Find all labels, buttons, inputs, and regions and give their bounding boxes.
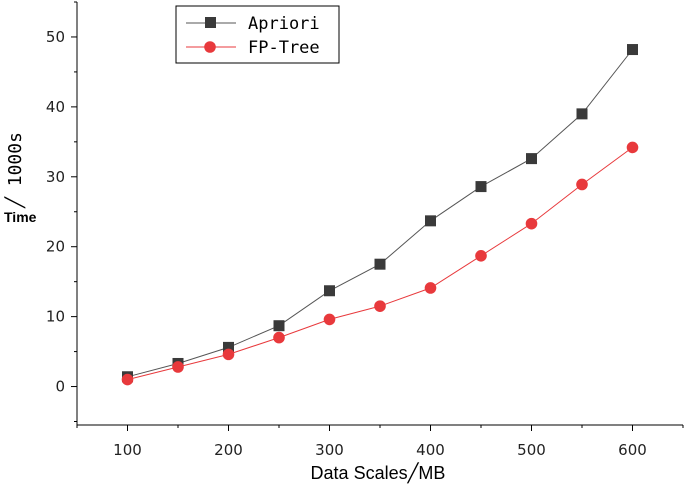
data-point — [627, 44, 638, 56]
legend: Apriori FP-Tree — [175, 5, 340, 64]
legend-label-fptree: FP-Tree — [248, 38, 320, 58]
x-tick-label: 600 — [618, 441, 647, 459]
x-tick-label: 500 — [517, 441, 546, 459]
y-tick-label: 40 — [46, 98, 65, 116]
data-point — [424, 282, 437, 294]
x-axis-title: Data Scales╱MB — [311, 462, 446, 484]
series-layer — [121, 44, 639, 386]
data-point — [223, 341, 234, 353]
data-point — [121, 373, 134, 386]
legend-box — [175, 5, 340, 64]
y-tick-label: 50 — [46, 28, 65, 46]
data-point — [273, 331, 285, 344]
data-point — [172, 361, 184, 373]
x-tick-label: 100 — [113, 441, 142, 459]
x-tick-label: 200 — [214, 441, 243, 459]
legend-marker-apriori — [205, 17, 216, 28]
data-point — [626, 141, 639, 154]
y-tick-label: 10 — [46, 308, 65, 326]
ticks: 0 10 20 30 40 50 100 200 300 400 500 600 — [46, 1, 684, 459]
data-point — [425, 215, 436, 227]
x-tick-label: 300 — [315, 441, 344, 459]
x-tick-label: 400 — [416, 441, 445, 459]
data-point — [475, 250, 487, 262]
series-fp-tree — [121, 141, 639, 386]
series-line — [127, 49, 633, 378]
data-point — [525, 217, 538, 230]
y-tick-label: 20 — [46, 238, 65, 256]
axes — [76, 2, 683, 426]
data-point — [222, 348, 235, 361]
series-apriori — [122, 44, 638, 383]
y-axis-unit-label: ╱ 1000s — [4, 132, 26, 209]
y-tick-label: 0 — [55, 378, 65, 396]
data-point — [576, 178, 588, 191]
data-point — [576, 108, 588, 120]
data-point — [324, 285, 335, 297]
legend-label-apriori: Apriori — [248, 14, 320, 34]
data-point — [526, 153, 537, 165]
y-axis-title: Time — [4, 209, 37, 225]
legend-marker-fptree — [204, 41, 216, 53]
data-point — [273, 320, 285, 332]
data-point — [323, 313, 336, 326]
data-point — [374, 258, 386, 270]
data-point — [475, 181, 487, 193]
y-tick-label: 30 — [46, 168, 65, 186]
data-point — [374, 300, 386, 312]
